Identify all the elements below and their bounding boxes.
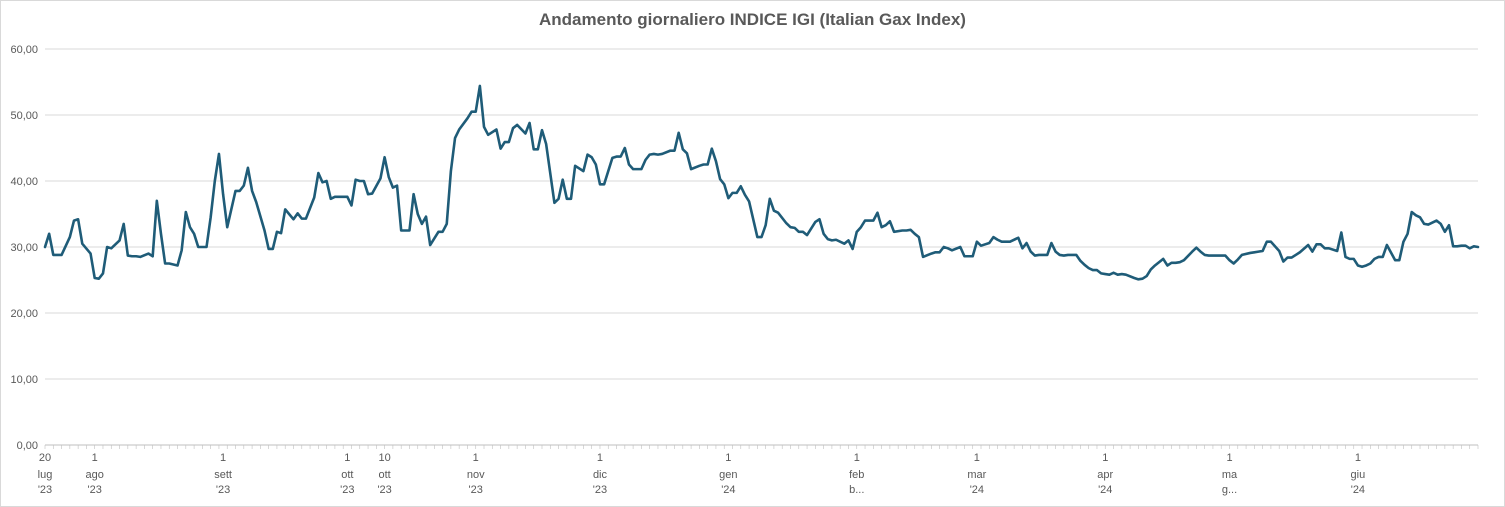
- series-line-igi: [43, 84, 1480, 281]
- x-tick-label: 1 sett '23: [214, 452, 232, 496]
- y-tick-label: 20,00: [10, 308, 38, 320]
- y-tick-label: 10,00: [10, 374, 38, 386]
- x-tick-month: ma: [1222, 469, 1238, 481]
- x-tick-year: '23: [340, 484, 354, 496]
- x-tick-month: feb: [849, 469, 864, 481]
- x-tick-label: 1 ago '23: [86, 452, 104, 496]
- x-tick-year: '24: [721, 484, 735, 496]
- gridlines: [45, 48, 1478, 380]
- x-tick-year: g...: [1222, 484, 1237, 496]
- x-tick-label: 20 lug '23: [38, 452, 53, 496]
- x-tick-month: gen: [719, 469, 737, 481]
- x-tick-label: 1 mar '24: [967, 452, 986, 496]
- y-tick-label: 60,00: [10, 44, 38, 56]
- x-tick-year: '23: [377, 484, 391, 496]
- x-tick-year: '24: [1351, 484, 1365, 496]
- x-tick-day: 1: [725, 452, 731, 464]
- x-tick-month: giu: [1351, 469, 1366, 481]
- x-tick-label: 1 gen '24: [719, 452, 737, 496]
- x-tick-day: 1: [974, 452, 980, 464]
- x-axis-minor-ticks: [44, 445, 1479, 449]
- x-tick-label: 1 nov '23: [467, 452, 485, 496]
- x-tick-month: ott: [341, 469, 353, 481]
- x-tick-day: 20: [39, 452, 51, 464]
- x-tick-month: dic: [593, 469, 608, 481]
- x-tick-year: '23: [88, 484, 102, 496]
- x-tick-year: b...: [849, 484, 864, 496]
- x-tick-day: 1: [344, 452, 350, 464]
- x-tick-month: ago: [86, 469, 104, 481]
- x-tick-year: '24: [970, 484, 984, 496]
- y-axis-tick-labels: 0,00 10,00 20,00 30,00 40,00 50,00 60,00: [10, 44, 38, 452]
- x-tick-day: 1: [220, 452, 226, 464]
- x-tick-year: '23: [469, 484, 483, 496]
- x-tick-month: nov: [467, 469, 485, 481]
- x-tick-label: 1 ma g...: [1222, 452, 1238, 496]
- x-tick-label: 1 dic '23: [593, 452, 608, 496]
- x-tick-day: 1: [92, 452, 98, 464]
- x-tick-day: 1: [473, 452, 479, 464]
- x-tick-day: 1: [597, 452, 603, 464]
- x-tick-month: mar: [967, 469, 986, 481]
- x-tick-day: 1: [1226, 452, 1232, 464]
- x-tick-year: '23: [593, 484, 607, 496]
- x-tick-month: ott: [378, 469, 390, 481]
- x-tick-label: 1 feb b...: [849, 452, 864, 496]
- y-tick-label: 0,00: [17, 440, 38, 452]
- x-tick-year: '23: [216, 484, 230, 496]
- x-tick-label: 1 giu '24: [1351, 452, 1366, 496]
- series-layer: [43, 84, 1480, 281]
- y-tick-label: 30,00: [10, 242, 38, 254]
- y-tick-label: 50,00: [10, 110, 38, 122]
- x-tick-label: 1 ott '23: [340, 452, 354, 496]
- x-tick-year: '23: [38, 484, 52, 496]
- x-axis: 20 lug '23 1 ago '23 1 sett '23 1 ott '23 10 ott '23 1 n…: [38, 444, 1479, 496]
- x-tick-month: lug: [38, 469, 53, 481]
- x-tick-day: 1: [1355, 452, 1361, 464]
- x-tick-day: 1: [854, 452, 860, 464]
- x-tick-year: '24: [1098, 484, 1112, 496]
- x-tick-day: 1: [1102, 452, 1108, 464]
- y-tick-label: 40,00: [10, 176, 38, 188]
- x-tick-label: 10 ott '23: [377, 452, 391, 496]
- x-tick-day: 10: [378, 452, 390, 464]
- chart-title: Andamento giornaliero INDICE IGI (Italia…: [539, 10, 966, 29]
- x-tick-month: apr: [1097, 469, 1113, 481]
- x-tick-month: sett: [214, 469, 232, 481]
- x-tick-label: 1 apr '24: [1097, 452, 1113, 496]
